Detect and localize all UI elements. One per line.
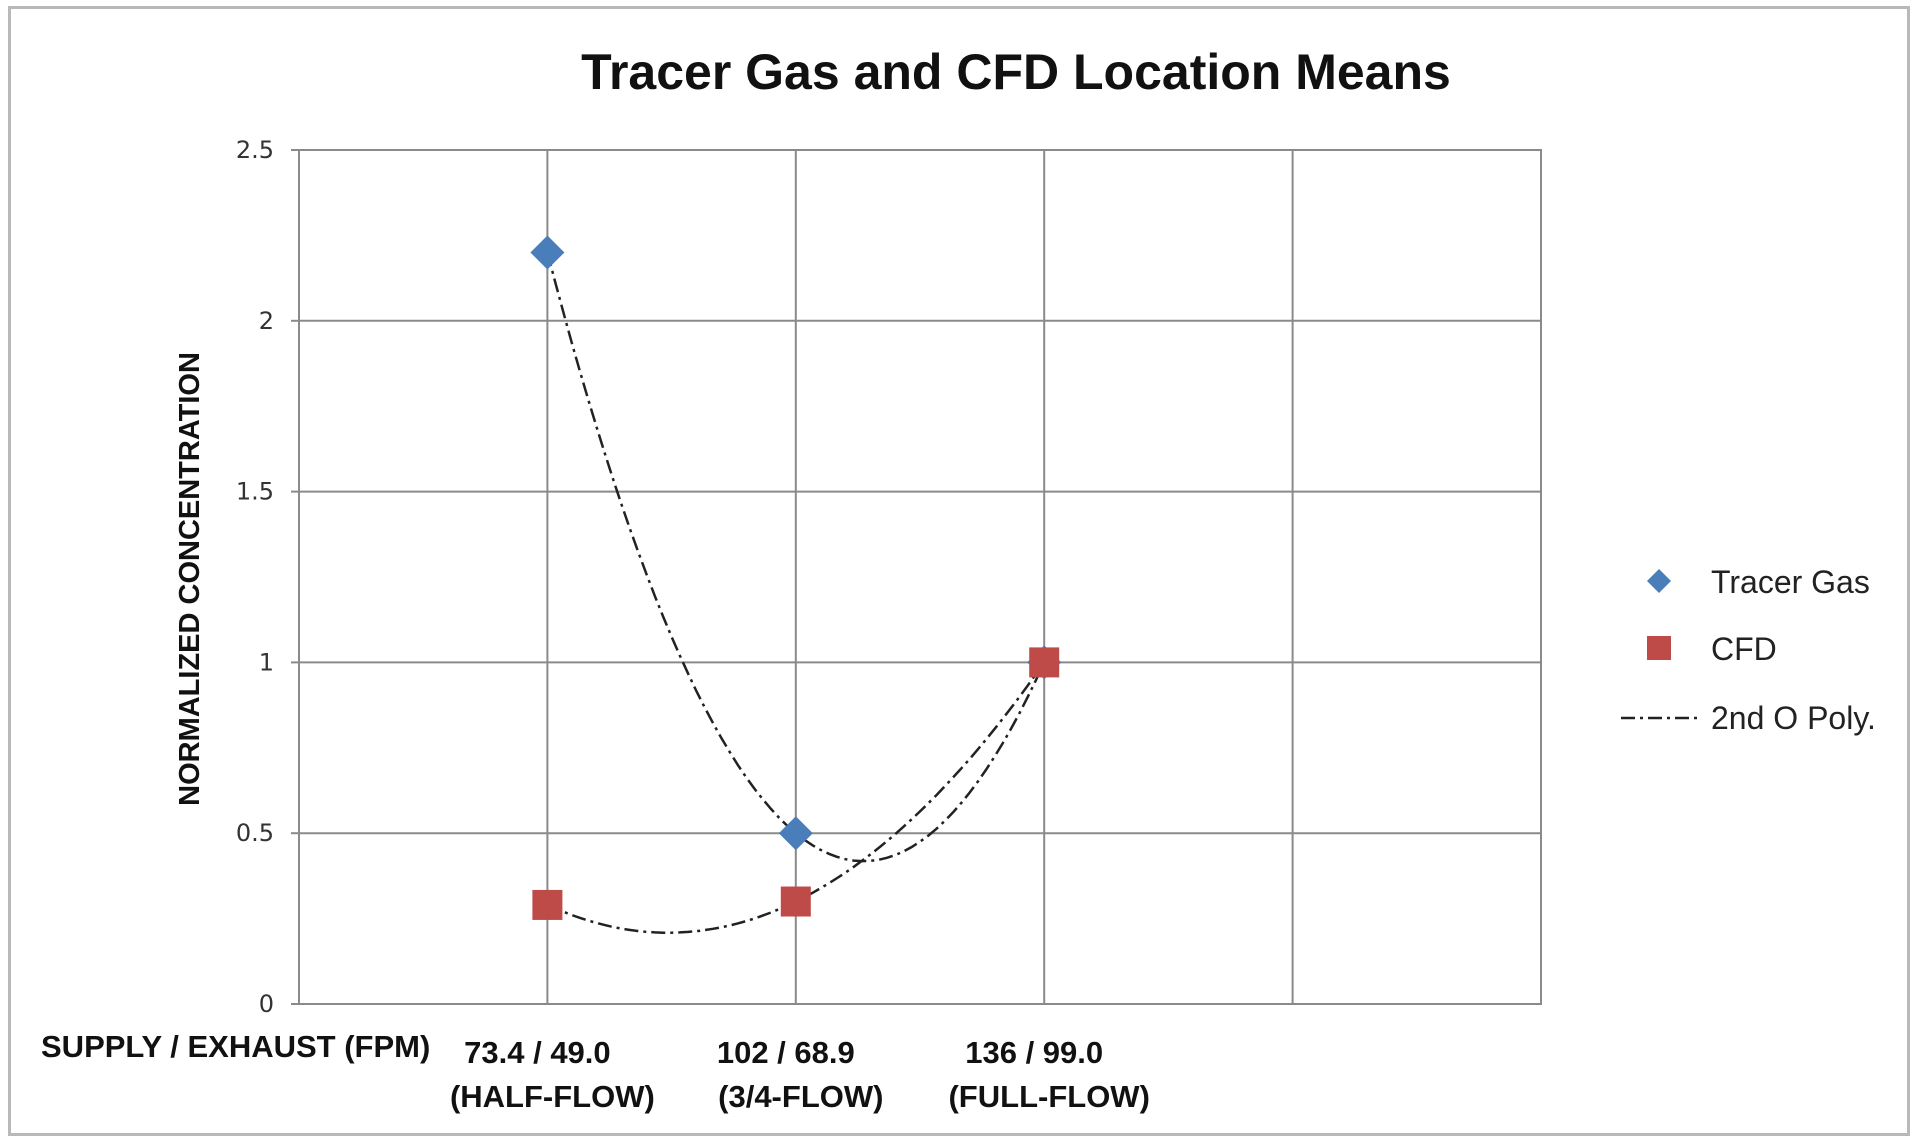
plot-area-border — [298, 149, 1542, 1005]
legend-label-cfd: CFD — [1711, 631, 1777, 667]
data-point-cfd — [780, 886, 811, 917]
y-tick-label: 0 — [259, 990, 274, 1018]
chart-canvas: Tracer Gas and CFD Location Means 0 0.5 1 1… — [41, 44, 1876, 1114]
x-category-label-flow: (FULL-FLOW) — [948, 1079, 1149, 1114]
trendline-layer — [546, 252, 1046, 934]
chart-frame: Tracer Gas and CFD Location Means 0 0.5 1 1… — [8, 6, 1910, 1136]
y-tick-label: 0.5 — [236, 819, 274, 847]
x-category-label-flow: (HALF-FLOW) — [450, 1079, 655, 1114]
data-point-tracer-gas — [530, 235, 565, 270]
x-axis-title: SUPPLY / EXHAUST (FPM) — [41, 1029, 430, 1064]
x-category-label-value: 102 / 68.9 — [717, 1035, 855, 1070]
trendline-tracer-gas — [546, 252, 1046, 863]
y-tick-label: 2.5 — [236, 136, 274, 164]
data-point-cfd — [1029, 647, 1060, 678]
y-tick-label: 1 — [259, 648, 274, 676]
y-tick-label: 2 — [259, 307, 274, 335]
legend: Tracer Gas CFD 2nd O Poly. — [1621, 564, 1876, 736]
trendline-cfd — [546, 661, 1046, 934]
x-category-label-flow: (3/4-FLOW) — [718, 1079, 883, 1114]
y-axis-label: NORMALIZED CONCENTRATION — [174, 352, 206, 806]
legend-item-trendline: 2nd O Poly. — [1621, 700, 1876, 736]
marker-layer — [530, 235, 1062, 920]
y-tick-label: 1.5 — [236, 478, 274, 506]
x-category-labels: 73.4 / 49.0 (HALF-FLOW) 102 / 68.9 (3/4-FLO… — [450, 1035, 1150, 1114]
data-point-cfd — [532, 889, 563, 920]
chart-title: Tracer Gas and CFD Location Means — [581, 44, 1451, 100]
legend-item-cfd: CFD — [1647, 631, 1777, 667]
legend-item-tracer-gas: Tracer Gas — [1647, 564, 1870, 600]
y-tick-labels: 0 0.5 1 1.5 2 2.5 — [236, 136, 274, 1018]
data-point-tracer-gas — [778, 816, 813, 851]
x-category-label-value: 73.4 / 49.0 — [464, 1035, 611, 1070]
legend-marker-square — [1647, 636, 1671, 660]
legend-label-trendline: 2nd O Poly. — [1711, 700, 1876, 736]
x-category-label-value: 136 / 99.0 — [965, 1035, 1103, 1070]
legend-label-tracer-gas: Tracer Gas — [1711, 564, 1870, 600]
grid-layer — [291, 149, 1542, 1005]
legend-marker-diamond — [1647, 569, 1671, 593]
